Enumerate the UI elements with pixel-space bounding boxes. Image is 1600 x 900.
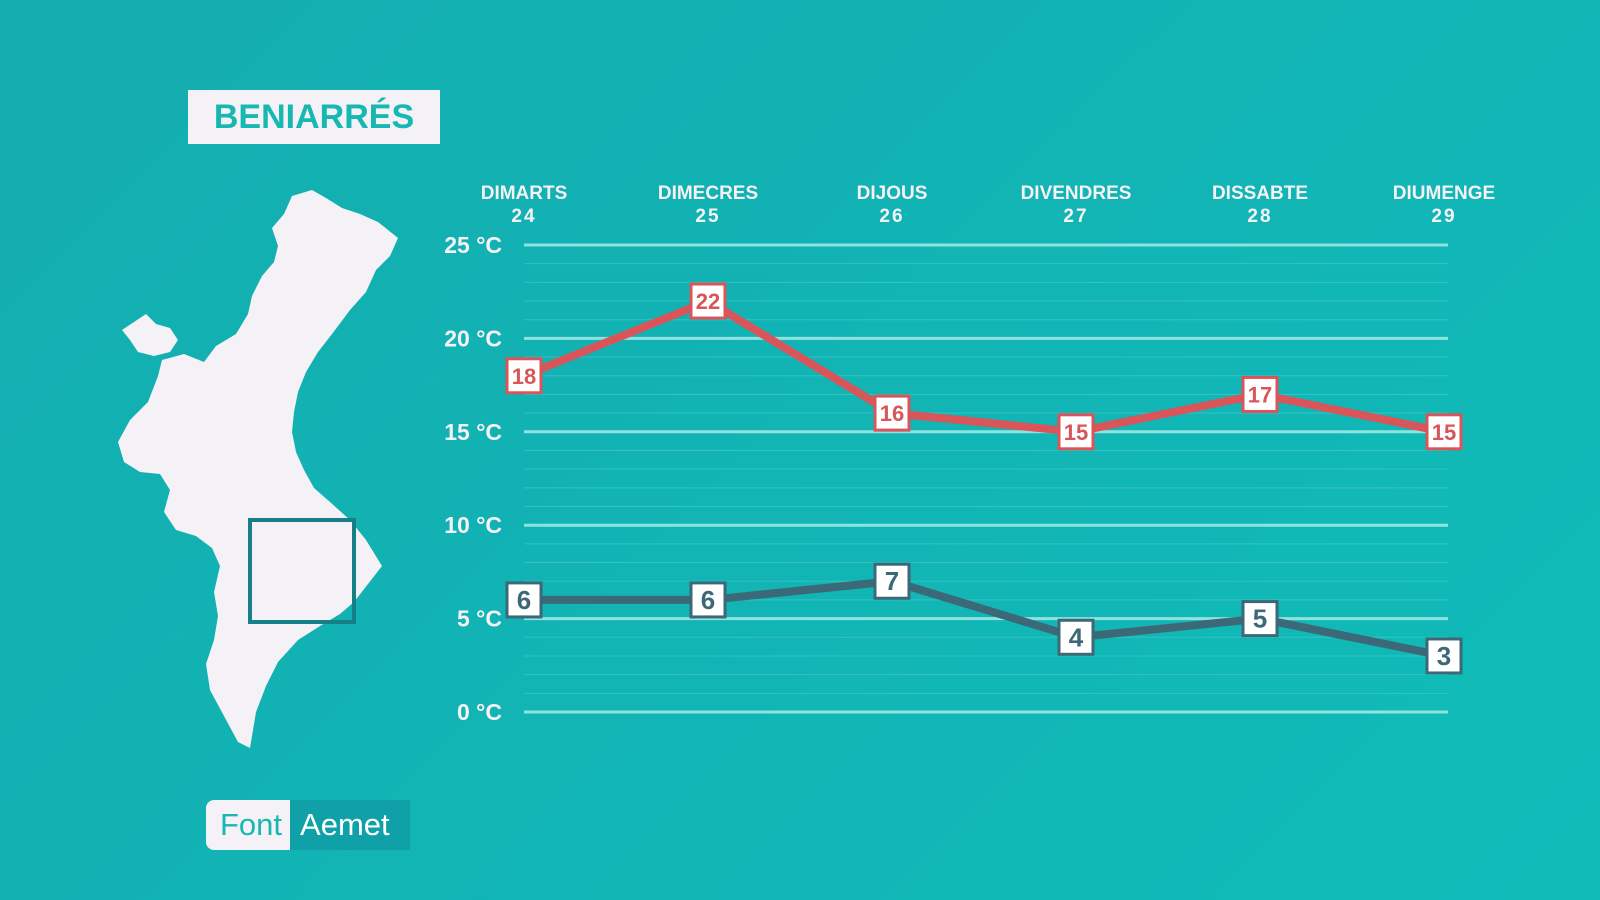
max-temp-marker-box xyxy=(873,394,911,432)
min-temp-marker-box xyxy=(689,581,727,619)
source-name: Aemet xyxy=(290,800,410,850)
source-label: Font xyxy=(206,800,291,850)
min-temp-value: 7 xyxy=(885,566,899,596)
max-temp-marker: 16 xyxy=(873,394,911,432)
min-temp-value: 4 xyxy=(1069,622,1084,652)
max-temp-value: 18 xyxy=(512,364,536,389)
max-temp-marker-box xyxy=(505,357,543,395)
day-date-label: 26 xyxy=(879,206,904,227)
max-temp-marker: 15 xyxy=(1425,413,1463,451)
day-date-label: 27 xyxy=(1063,206,1088,227)
y-tick-label: 10 °C xyxy=(444,512,502,538)
max-temp-marker: 22 xyxy=(689,282,727,320)
min-temp-value: 6 xyxy=(517,585,531,615)
min-temp-marker: 6 xyxy=(505,581,543,619)
min-temp-marker: 7 xyxy=(873,562,911,600)
data-labels: 18 22 16 15 17 15 6 6 7 4 5 3 xyxy=(505,282,1463,675)
location-title: BENIARRÉS xyxy=(213,97,415,136)
min-temp-marker-box xyxy=(1425,637,1463,675)
min-temp-marker-box xyxy=(505,581,543,619)
min-temp-value: 5 xyxy=(1253,604,1267,634)
day-date-label: 24 xyxy=(511,206,536,227)
y-tick-label: 20 °C xyxy=(444,325,502,351)
max-temp-marker-box xyxy=(1057,413,1095,451)
major-gridlines xyxy=(524,243,1448,714)
min-temp-value: 6 xyxy=(701,585,715,615)
y-tick-label: 5 °C xyxy=(457,606,502,632)
day-date-label: 25 xyxy=(695,206,720,227)
y-tick-label: 25 °C xyxy=(444,232,502,258)
min-temp-marker: 4 xyxy=(1057,618,1095,656)
min-temp-marker-box xyxy=(1057,618,1095,656)
max-temperature-line xyxy=(522,297,1445,436)
max-temp-marker: 15 xyxy=(1057,413,1095,451)
day-date-label: 29 xyxy=(1431,206,1456,227)
min-temp-marker-box xyxy=(1241,600,1279,638)
y-tick-label: 15 °C xyxy=(444,419,502,445)
min-temp-value: 3 xyxy=(1437,641,1451,671)
min-temp-marker: 5 xyxy=(1241,600,1279,638)
enclave-shape xyxy=(122,314,178,356)
minor-gridlines xyxy=(524,263,1448,694)
location-marker-box xyxy=(248,518,356,624)
valencia-region-shape xyxy=(118,190,398,748)
max-temp-marker: 18 xyxy=(505,357,543,395)
day-name-label: DISSABTE xyxy=(1212,183,1308,204)
location-title-box: BENIARRÉS xyxy=(188,90,440,144)
day-name-label: DIMARTS xyxy=(481,183,568,204)
min-temp-marker: 3 xyxy=(1425,637,1463,675)
day-name-label: DIJOUS xyxy=(857,183,928,204)
max-temp-value: 15 xyxy=(1064,420,1088,445)
min-temperature-line xyxy=(524,577,1445,660)
min-temp-marker: 6 xyxy=(689,581,727,619)
source-badge: Font Aemet xyxy=(206,800,410,850)
day-name-label: DIMECRES xyxy=(658,183,758,204)
day-date-label: 28 xyxy=(1247,206,1272,227)
min-temp-marker-box xyxy=(873,562,911,600)
max-temp-marker: 17 xyxy=(1241,375,1279,413)
max-temp-marker-box xyxy=(689,282,727,320)
max-temp-value: 15 xyxy=(1432,420,1456,445)
day-name-label: DIUMENGE xyxy=(1393,183,1495,204)
y-tick-label: 0 °C xyxy=(457,699,502,725)
max-temp-value: 17 xyxy=(1248,382,1272,407)
max-temp-value: 16 xyxy=(880,401,904,426)
day-name-label: DIVENDRES xyxy=(1021,183,1132,204)
y-axis-ticks: 25 °C 20 °C 15 °C 10 °C 5 °C 0 °C xyxy=(444,232,502,725)
max-temp-value: 22 xyxy=(696,289,720,314)
max-temp-marker-box xyxy=(1425,413,1463,451)
max-temp-marker-box xyxy=(1241,375,1279,413)
